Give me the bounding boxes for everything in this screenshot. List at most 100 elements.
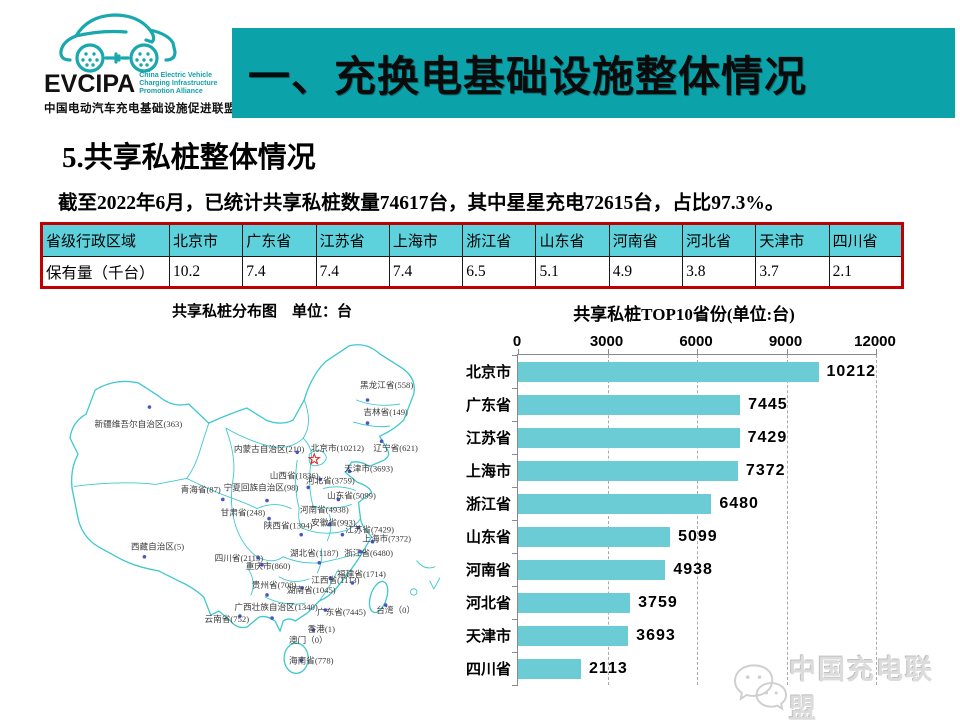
map-province-label: 河北省(3759): [306, 474, 355, 485]
x-axis-tick: [697, 349, 698, 355]
x-axis-tick-label: 12000: [854, 333, 896, 350]
province-dot: [270, 616, 274, 620]
chart-row: 上海市 7372: [466, 454, 876, 487]
gridline: [876, 355, 877, 685]
y-axis-tick: [512, 487, 518, 488]
province-dot: [317, 560, 322, 565]
map-province-label: 吉林省(149): [363, 406, 408, 417]
map-province-label: 山西省(1836): [270, 469, 319, 480]
chart-row: 河南省 4938: [466, 553, 876, 586]
x-axis-tick-label: 0: [512, 333, 522, 350]
map-province-label: 北京市(10212): [311, 442, 364, 453]
map-province-label: 海南省(778): [289, 654, 334, 665]
chart-row: 河北省 3759: [466, 586, 876, 619]
x-axis-tick: [607, 349, 609, 355]
y-axis-tick: [512, 652, 518, 653]
table-province-header: 浙江省: [462, 223, 537, 257]
table-value-cell: 2.1: [828, 256, 904, 288]
map-province-label: 宁夏回族自治区(98): [224, 481, 299, 492]
stats-table: 省级行政区域 北京市 广东省 江苏省 上海市 浙江省 山东省 河南省 河北省 天津市 四川省 保有量…: [40, 222, 904, 289]
chart-category-label: 河北省: [465, 595, 511, 612]
chart-value-label: 6480: [719, 494, 759, 512]
map-province-label: 福建省(1714): [337, 568, 386, 579]
table-value-cell: 4.9: [608, 256, 684, 288]
x-axis-tick: [786, 349, 788, 355]
section-heading: 5.共享私桩整体情况: [62, 142, 316, 174]
table-province-header: 河南省: [608, 223, 684, 257]
logo-english-name: China Electric Vehicle Charging Infrastr…: [139, 72, 218, 95]
x-axis-tick: [518, 349, 519, 355]
province-dot: [260, 563, 264, 567]
map-province-label: 内蒙古自治区(210): [234, 443, 305, 454]
province-dot: [147, 405, 152, 409]
gridline: [697, 355, 698, 685]
map-province-label: 甘肃省(248): [221, 507, 266, 518]
table-value-cell: 3.8: [682, 256, 757, 288]
province-dot: [265, 593, 269, 597]
slide-title: 一、充换电基础设施整体情况: [248, 54, 808, 101]
chart-plot-area: 北京市 10212 广东省 7445 江苏省 7429 上海市 7372 浙江省 6480 山东省 5…: [466, 349, 877, 686]
chart-category-label: 上海市: [465, 463, 511, 480]
province-dot: [295, 450, 299, 455]
table-value-cell: 7.4: [388, 256, 464, 288]
chart-bar: [518, 493, 712, 514]
province-dot: [299, 532, 304, 537]
map-province-label: 西藏自治区(5): [131, 541, 184, 552]
province-dot: [350, 581, 355, 585]
province-dot: [299, 658, 304, 663]
intro-text: 截至2022年6月，已统计共享私桩数量74617台，其中星星充电72615台，占…: [58, 193, 785, 214]
map-province-label: 重庆市(860): [246, 560, 291, 571]
gridline: [786, 355, 788, 685]
watermark: 中国充电联盟: [732, 648, 960, 720]
chart-title: 共享私桩TOP10省份(单位:台): [573, 305, 795, 324]
table-province-header: 广东省: [242, 223, 317, 257]
map-province-label: 辽宁省(621): [373, 442, 418, 453]
map-province-label: 广西壮族自治区(1340): [234, 601, 317, 612]
province-borders: [73, 399, 441, 605]
map-province-label: 江西省(1113): [311, 574, 359, 585]
chart-value-label: 3759: [638, 593, 678, 611]
map-province-label: 云南省(752): [205, 613, 250, 624]
capital-star-icon: [307, 452, 321, 465]
map-province-label: 澳门（0）: [289, 634, 328, 645]
province-dot: [365, 398, 370, 402]
x-axis-tick-label: 6000: [679, 333, 713, 350]
ev-car-icon: [59, 13, 177, 73]
chart-value-label: 10212: [826, 362, 876, 380]
map-panel: 共享私桩分布图 单位：台: [60, 300, 464, 692]
province-dot: [379, 439, 384, 444]
table-value-cell: 3.7: [755, 256, 830, 288]
chart-row: 广东省 7445: [466, 388, 876, 421]
chart-bar: [518, 658, 582, 679]
chart-row: 江苏省 7429: [466, 421, 876, 454]
chart-bar: [518, 427, 740, 448]
logo-chinese-name: 中国电动汽车充电基础设施促进联盟: [44, 103, 236, 115]
province-dot: [256, 555, 260, 560]
map-province-label: 湖南省(1045): [287, 584, 336, 595]
province-dot: [318, 477, 323, 482]
province-dot: [311, 628, 316, 632]
chart-value-label: 4938: [673, 560, 713, 578]
y-axis-tick: [512, 388, 518, 389]
chart-bar: [518, 625, 629, 646]
y-axis-tick: [512, 421, 518, 422]
table-province-header: 四川省: [828, 223, 904, 257]
y-axis-tick: [512, 520, 518, 521]
table-value-cell: 7.4: [315, 256, 390, 288]
chart-category-label: 北京市: [465, 364, 511, 381]
province-dot: [267, 516, 271, 521]
province-dot: [356, 525, 361, 530]
chart-row: 四川省 2113: [466, 652, 876, 685]
slide-title-bar: 一、充换电基础设施整体情况: [232, 28, 955, 118]
province-dot: [340, 532, 345, 537]
y-axis-tick: [512, 586, 518, 587]
chart-value-label: 7445: [748, 395, 788, 413]
logo-acronym: EVCIPA: [44, 70, 136, 98]
y-axis-tick: [512, 355, 518, 356]
chart-bar: [518, 361, 819, 382]
chart-value-label: 7429: [747, 428, 788, 446]
map-province-label: 湖北省(1187): [290, 547, 339, 558]
chart-category-label: 广东省: [465, 397, 511, 414]
province-dot: [328, 576, 333, 580]
chart-category-label: 山东省: [465, 529, 511, 546]
